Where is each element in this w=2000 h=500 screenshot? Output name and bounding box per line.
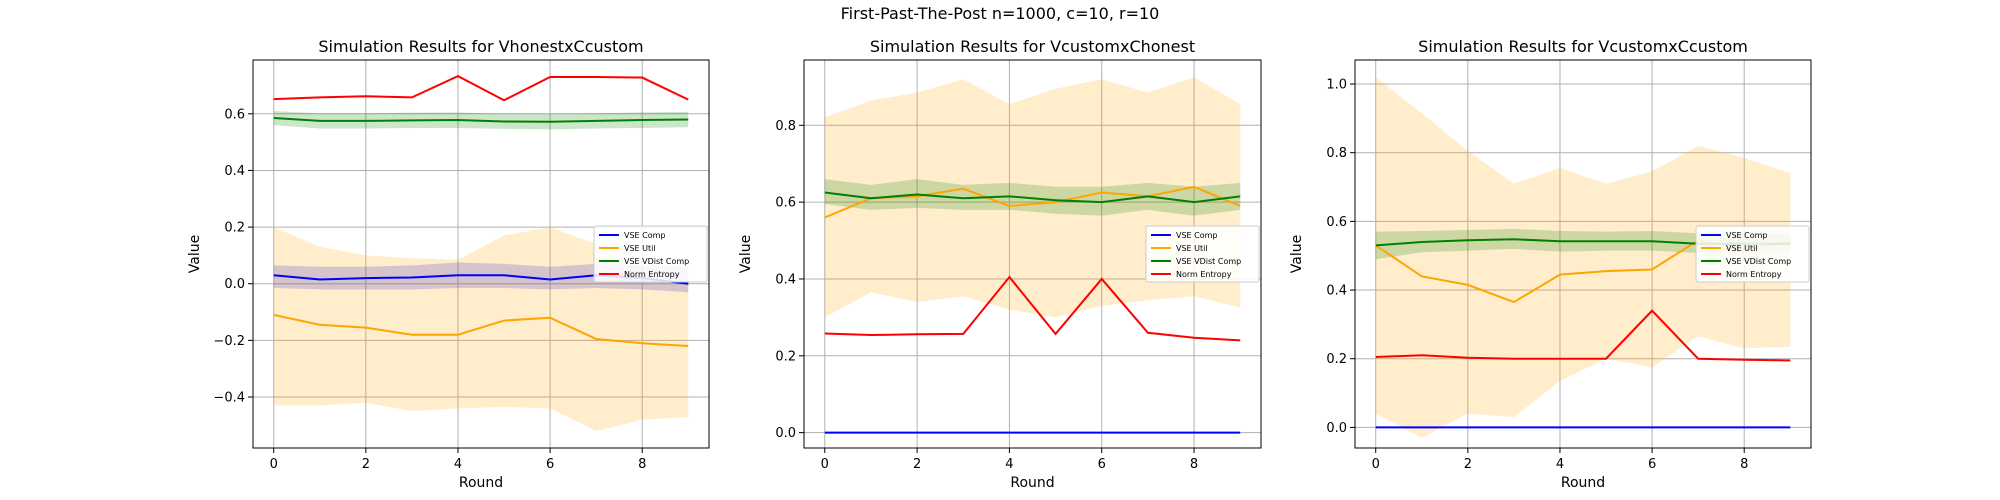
y-tick-label: 0.6	[775, 196, 796, 211]
band-vse-vdist-comp	[1375, 228, 1791, 260]
x-tick-label: 2	[1464, 457, 1472, 472]
chart-3: 0 2 4 6 8 0.0 0.2 0.4 0.6 0.8 1.0 Simulation Result…	[1289, 37, 1812, 491]
chart-title: Simulation Results for VcustomxCcustom	[1418, 37, 1748, 56]
y-tick-label: 0.8	[1326, 146, 1347, 161]
y-tick-label: 0.2	[775, 349, 796, 364]
chart-title: Simulation Results for VhonestxCcustom	[318, 37, 643, 56]
line-norm-entropy	[1375, 309, 1791, 362]
x-tick-label: 4	[1556, 457, 1564, 472]
line-vse-vdist-comp	[273, 117, 689, 123]
legend: VSE Comp VSE Util VSE VDist Comp Norm Entro…	[1145, 225, 1260, 283]
x-axis-label: Round	[1010, 475, 1054, 491]
y-tick-label: 0.8	[775, 119, 796, 134]
line-norm-entropy	[273, 75, 689, 102]
legend-box	[1695, 225, 1810, 283]
x-tick-label: 8	[1740, 457, 1748, 472]
x-tick-label: 2	[362, 457, 370, 472]
band-vse-util	[1375, 77, 1791, 438]
chart-1: 0 2 4 6 8 −0.4 −0.2 0.0 0.2 0.4 0.6 Simulation Resu…	[187, 37, 710, 491]
x-tick-label: 0	[270, 457, 278, 472]
x-tick-label: 2	[913, 457, 921, 472]
y-axis-label: Value	[187, 235, 203, 273]
x-tick-label: 4	[454, 457, 462, 472]
legend-label-vse-util: VSE Util	[1726, 244, 1758, 253]
y-tick-label: 0.4	[224, 164, 245, 179]
band-vse-comp	[273, 262, 689, 293]
axes-frame	[803, 59, 1262, 449]
y-tick-label: −0.4	[213, 391, 245, 406]
y-tick-label: 0.2	[224, 221, 245, 236]
x-tick-label: 8	[638, 457, 646, 472]
line-vse-vdist-comp	[824, 191, 1241, 204]
x-tick-label: 4	[1005, 457, 1013, 472]
x-tick-label: 6	[1648, 457, 1656, 472]
y-tick-label: 0.0	[1326, 421, 1347, 436]
legend-label-vse-vdist-comp: VSE VDist Comp	[1176, 257, 1241, 266]
y-tick-label: 0.0	[775, 426, 796, 441]
legend: VSE Comp VSE Util VSE VDist Comp Norm Entro…	[593, 225, 708, 283]
legend-label-vse-util: VSE Util	[624, 244, 656, 253]
legend-label-vse-comp: VSE Comp	[624, 231, 666, 240]
legend-label-vse-vdist-comp: VSE VDist Comp	[624, 257, 689, 266]
chart-title: Simulation Results for VcustomxChonest	[870, 37, 1195, 56]
legend: VSE Comp VSE Util VSE VDist Comp Norm Entro…	[1695, 225, 1810, 283]
y-tick-label: 0.2	[1326, 352, 1347, 367]
axes-frame	[252, 59, 710, 449]
legend-label-norm-entropy: Norm Entropy	[624, 270, 680, 279]
legend-box	[593, 225, 708, 283]
y-axis-label: Value	[1289, 235, 1305, 273]
x-tick-label: 8	[1190, 457, 1198, 472]
line-norm-entropy	[824, 275, 1241, 342]
y-tick-label: −0.2	[213, 334, 245, 349]
legend-label-norm-entropy: Norm Entropy	[1726, 270, 1782, 279]
y-tick-label: 0.0	[224, 277, 245, 292]
legend-label-vse-comp: VSE Comp	[1726, 231, 1768, 240]
x-axis-label: Round	[1561, 475, 1605, 491]
x-tick-label: 6	[1098, 457, 1106, 472]
y-tick-label: 0.6	[224, 107, 245, 122]
chart-2: 0 2 4 6 8 0.0 0.2 0.4 0.6 0.8 Simulation Results f…	[738, 37, 1262, 491]
legend-label-vse-comp: VSE Comp	[1176, 231, 1218, 240]
y-tick-label: 0.4	[1326, 284, 1347, 299]
x-axis-label: Round	[459, 475, 503, 491]
legend-box	[1145, 225, 1260, 283]
x-tick-label: 0	[821, 457, 829, 472]
figure-title: First-Past-The-Post n=1000, c=10, r=10	[840, 4, 1160, 23]
line-vse-util	[273, 313, 689, 348]
y-tick-label: 1.0	[1326, 78, 1347, 93]
legend-label-vse-vdist-comp: VSE VDist Comp	[1726, 257, 1791, 266]
axes-frame	[1354, 59, 1812, 449]
legend-label-vse-util: VSE Util	[1176, 244, 1208, 253]
x-tick-label: 6	[546, 457, 554, 472]
y-axis-label: Value	[738, 235, 754, 273]
x-tick-label: 0	[1372, 457, 1380, 472]
legend-label-norm-entropy: Norm Entropy	[1176, 270, 1232, 279]
y-tick-label: 0.4	[775, 272, 796, 287]
y-tick-label: 0.6	[1326, 215, 1347, 230]
